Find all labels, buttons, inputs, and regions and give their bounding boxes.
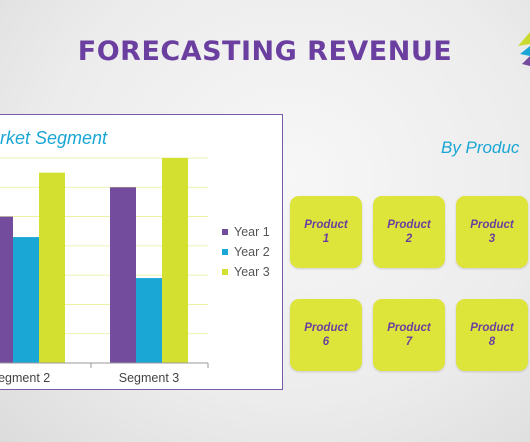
legend-item-year-2: Year 2 xyxy=(222,242,270,262)
legend-item-year-1: Year 1 xyxy=(222,222,270,242)
product-tile-3[interactable]: Product 3 xyxy=(456,196,528,268)
product-number: 7 xyxy=(405,336,413,348)
bar-segment-2-year-2 xyxy=(13,237,39,363)
bar-chart: Segment 2 Segment 3 xyxy=(0,157,209,385)
by-product-heading: By Produc xyxy=(441,138,520,157)
legend-swatch-year-1 xyxy=(222,229,228,235)
product-number: 6 xyxy=(322,336,330,348)
chart-legend: Year 1 Year 2 Year 3 xyxy=(222,222,270,282)
legend-item-year-3: Year 3 xyxy=(222,262,270,282)
legend-label: Year 2 xyxy=(234,245,270,259)
legend-swatch-year-3 xyxy=(222,269,228,275)
product-number: 2 xyxy=(405,233,413,245)
product-tile-6[interactable]: Product 6 xyxy=(290,299,362,371)
product-tile-2[interactable]: Product 2 xyxy=(373,196,445,268)
product-label: Product xyxy=(387,322,431,334)
product-tile-1[interactable]: Product 1 xyxy=(290,196,362,268)
product-label: Product xyxy=(304,322,348,334)
legend-swatch-year-2 xyxy=(222,249,228,255)
bar-segment-3-year-3 xyxy=(162,158,188,363)
product-number: 8 xyxy=(488,336,496,348)
product-label: Product xyxy=(470,322,514,334)
legend-label: Year 1 xyxy=(234,225,270,239)
product-tile-7[interactable]: Product 7 xyxy=(373,299,445,371)
bar-segment-2-year-1 xyxy=(0,216,13,363)
logo-icon xyxy=(518,32,530,66)
slide-title: FORECASTING REVENUE xyxy=(77,36,453,67)
product-tile-8[interactable]: Product 8 xyxy=(456,299,528,371)
product-label: Product xyxy=(470,219,514,231)
product-label: Product xyxy=(304,219,348,231)
x-tick-label: Segment 2 xyxy=(0,371,50,385)
bar-segment-2-year-3 xyxy=(39,172,65,363)
legend-label: Year 3 xyxy=(234,265,270,279)
chart-title: arket Segment xyxy=(0,128,108,148)
product-number: 1 xyxy=(322,233,330,245)
bar-segment-3-year-1 xyxy=(110,187,136,363)
bar-segment-3-year-2 xyxy=(136,278,162,363)
x-tick-label: Segment 3 xyxy=(119,371,180,385)
product-label: Product xyxy=(387,219,431,231)
chart-panel: Segment 2 Segment 3 xyxy=(0,114,283,390)
product-number: 3 xyxy=(488,233,496,245)
